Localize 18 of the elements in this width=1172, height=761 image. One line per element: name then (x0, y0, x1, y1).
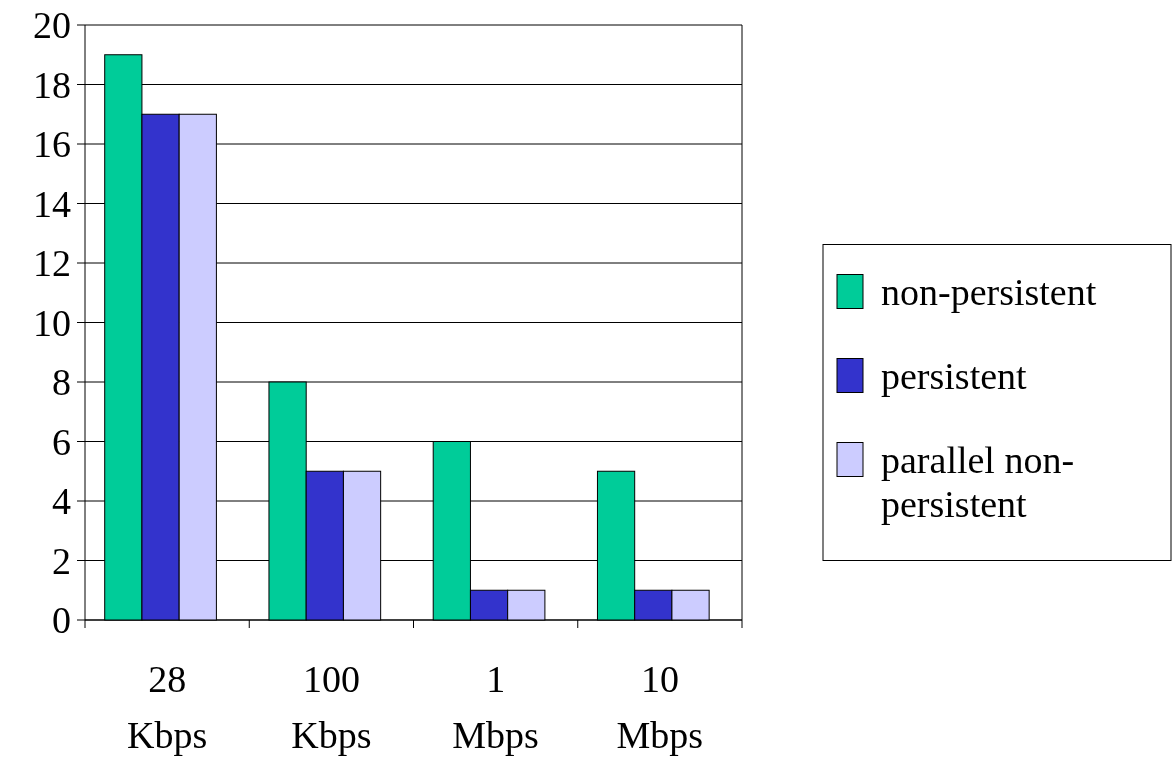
legend-label: persistent (881, 354, 1028, 397)
legend-label: parallel non-persistent (881, 438, 1075, 525)
y-tick-label: 20 (33, 4, 71, 47)
x-tick-label: 10 Mbps (616, 658, 704, 756)
x-tick-label: 100 Kbps (291, 658, 372, 756)
legend-label: non-persistent (881, 270, 1097, 313)
y-tick-label: 2 (52, 539, 71, 582)
y-tick-label: 12 (33, 242, 71, 285)
y-tick-label: 18 (33, 63, 71, 106)
y-tick-label: 8 (52, 361, 71, 404)
y-tick-label: 14 (33, 182, 71, 225)
x-tick-label: 1 Mbps (452, 658, 539, 756)
y-tick-label: 0 (52, 599, 71, 642)
y-tick-label: 6 (52, 420, 71, 463)
x-tick-label: 28 Kbps (127, 658, 208, 756)
y-tick-label: 10 (33, 301, 71, 344)
y-tick-label: 16 (33, 123, 71, 166)
y-tick-label: 4 (52, 480, 71, 523)
